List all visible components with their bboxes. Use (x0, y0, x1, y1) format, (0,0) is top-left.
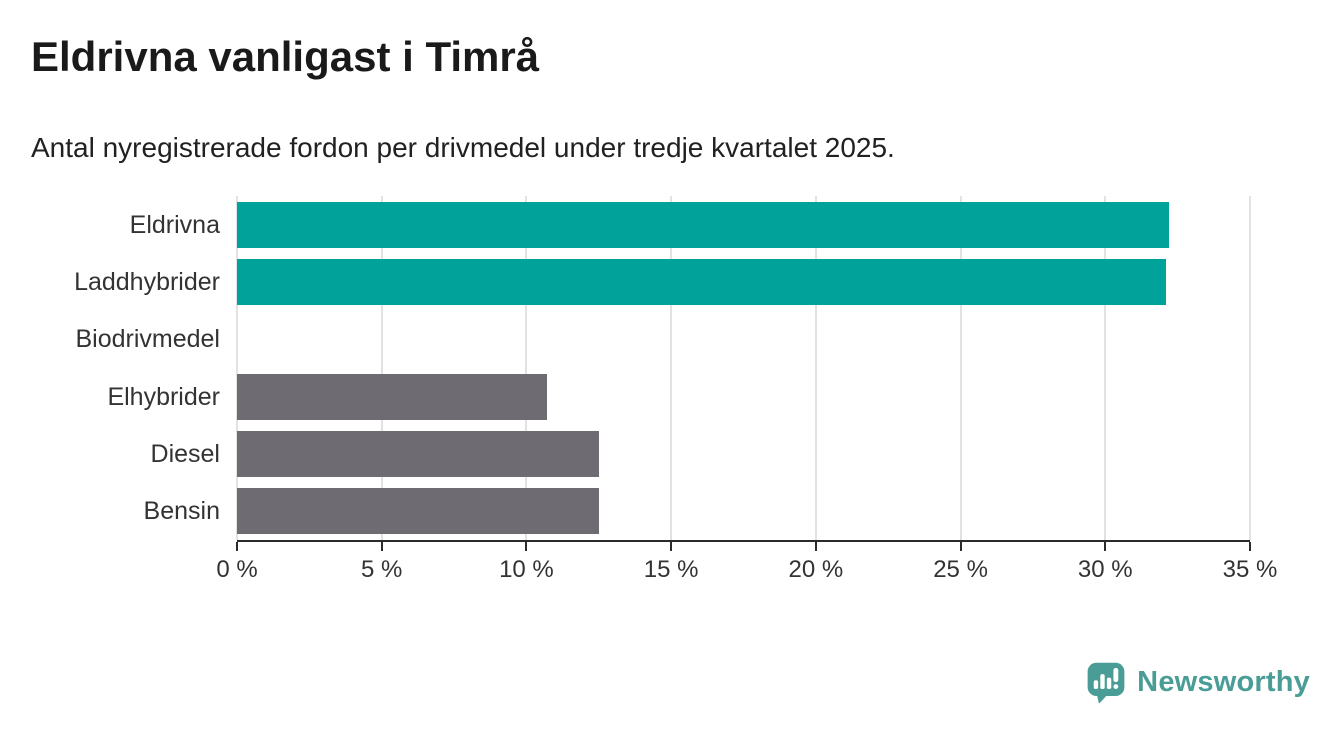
newsworthy-logo: Newsworthy (1085, 661, 1310, 703)
gridline-20 (814, 196, 817, 540)
x-tick-mark-20 (814, 542, 817, 551)
x-tick-mark-10 (525, 542, 528, 551)
x-tick-label-30: 30 % (1077, 556, 1133, 583)
plot-area: Eldrivna Laddhybrider Biodrivmedel Elhybrid… (74, 196, 1251, 542)
chart-title: Eldrivna vanligast i Timrå (31, 33, 540, 80)
x-tick-mark-15 (670, 542, 673, 551)
gridline-5 (380, 196, 383, 540)
bar-elhybrider (237, 374, 547, 420)
x-tick-label-5: 5 % (361, 556, 403, 583)
x-tick-mark-25 (959, 542, 962, 551)
bar-eldrivna (237, 202, 1169, 248)
newsworthy-pin-bar-chart-icon (1087, 662, 1125, 703)
gridline-15 (670, 196, 673, 540)
x-tick-mark-5 (380, 542, 383, 551)
x-axis: 0 % 5 % 10 % 15 % 20 % 25 % 30 % 35 % (216, 542, 1277, 592)
bar-laddhybrider (237, 259, 1167, 305)
gridline-35 (1249, 196, 1251, 540)
chart-subtitle: Antal nyregistrerade fordon per drivmede… (31, 132, 895, 163)
category-label-diesel: Diesel (150, 440, 220, 468)
x-tick-label-10: 10 % (499, 556, 554, 583)
bar-diesel (237, 431, 599, 477)
gridline-0 (236, 196, 238, 540)
x-tick-mark-30 (1104, 542, 1107, 551)
x-tick-mark-35 (1249, 542, 1251, 551)
category-label-laddhybrider: Laddhybrider (74, 268, 220, 296)
x-tick-label-0: 0 % (216, 556, 258, 583)
bar-bensin (237, 488, 599, 534)
x-tick-label-35: 35 % (1222, 556, 1278, 583)
x-tick-label-25: 25 % (933, 556, 988, 583)
gridline-25 (959, 196, 962, 540)
gridline-30 (1104, 196, 1107, 540)
gridline-10 (525, 196, 528, 540)
newsworthy-logo-text: Newsworthy (1137, 665, 1310, 698)
x-tick-label-20: 20 % (788, 556, 844, 583)
x-tick-label-15: 15 % (643, 556, 699, 583)
category-label-eldrivna: Eldrivna (129, 211, 220, 239)
category-label-elhybrider: Elhybrider (107, 383, 220, 411)
category-label-biodrivmedel: Biodrivmedel (75, 325, 220, 353)
x-tick-mark-0 (236, 542, 238, 551)
category-label-bensin: Bensin (143, 497, 220, 525)
